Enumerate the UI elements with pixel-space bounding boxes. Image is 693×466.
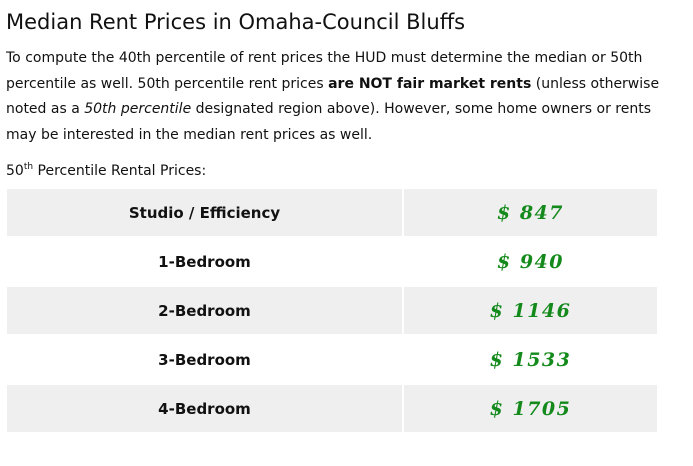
rent-price-value: $ 1146	[404, 287, 657, 334]
intro-paragraph: To compute the 40th percentile of rent p…	[6, 46, 666, 148]
unit-type-label: Studio / Efficiency	[7, 189, 402, 236]
unit-type-label: 4-Bedroom	[7, 385, 402, 432]
unit-type-label: 2-Bedroom	[7, 287, 402, 334]
rent-price-table: Studio / Efficiency $ 847 1-Bedroom $ 94…	[5, 187, 659, 434]
table-row: 1-Bedroom $ 940	[7, 238, 657, 285]
caption-superscript: th	[23, 162, 34, 172]
caption-text: Percentile Rental Prices:	[33, 163, 207, 179]
caption-number: 50	[6, 163, 24, 179]
table-caption: 50th Percentile Rental Prices:	[6, 157, 687, 181]
intro-text-2: (unless otherwise noted as a	[6, 75, 660, 118]
intro-text-3: designated region above). However, some …	[6, 101, 652, 143]
table-row: 4-Bedroom $ 1705	[7, 385, 657, 432]
unit-type-label: 3-Bedroom	[7, 336, 402, 383]
rent-price-value: $ 940	[404, 238, 657, 285]
intro-text-1: To compute the 40th percentile of rent p…	[6, 50, 643, 92]
table-row: Studio / Efficiency $ 847	[7, 189, 657, 236]
rent-price-value: $ 847	[404, 189, 657, 236]
table-row: 2-Bedroom $ 1146	[7, 287, 657, 334]
rent-price-value: $ 1533	[404, 336, 657, 383]
table-row: 3-Bedroom $ 1533	[7, 336, 657, 383]
page: Median Rent Prices in Omaha-Council Bluf…	[5, 10, 687, 434]
intro-bold-text: are NOT fair market rents	[328, 75, 532, 92]
page-title: Median Rent Prices in Omaha-Council Bluf…	[6, 10, 466, 34]
rent-price-value: $ 1705	[404, 385, 657, 432]
unit-type-label: 1-Bedroom	[7, 238, 402, 285]
intro-italic-text: 50th percentile	[84, 101, 192, 117]
